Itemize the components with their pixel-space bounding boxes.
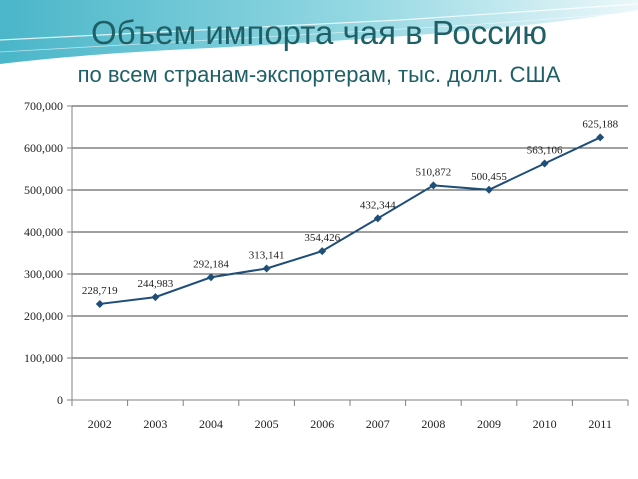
x-tick-label: 2002 (88, 417, 112, 431)
data-point (485, 185, 493, 194)
y-tick-label: 200,000 (24, 309, 63, 323)
x-tick-label: 2011 (588, 417, 612, 431)
data-point (318, 247, 327, 256)
series-import-value (95, 133, 605, 308)
data-point (540, 159, 549, 168)
y-tick-label: 100,000 (24, 351, 63, 365)
data-point (429, 181, 438, 190)
x-tick-label: 2008 (421, 417, 445, 431)
page-title: Объем импорта чая в Россию (91, 14, 547, 51)
y-tick-label: 0 (57, 393, 63, 407)
x-tick-label: 2007 (366, 417, 390, 431)
data-label: 313,141 (249, 249, 285, 261)
series-line (99, 136, 601, 305)
x-tick-label: 2010 (533, 417, 557, 431)
data-point (596, 133, 605, 142)
data-label: 625,188 (582, 118, 618, 130)
data-point (262, 264, 271, 273)
y-tick-label: 600,000 (24, 141, 63, 155)
x-tick-label: 2003 (143, 417, 167, 431)
y-tick-label: 300,000 (24, 267, 63, 281)
y-tick-label: 700,000 (24, 99, 63, 113)
data-label: 500,455 (471, 171, 507, 183)
x-tick-label: 2009 (477, 417, 501, 431)
data-label: 432,344 (360, 199, 396, 211)
data-label: 510,872 (416, 166, 452, 178)
page-subtitle: по всем странам-экспортерам, тыс. долл. … (77, 62, 561, 87)
y-tick-label: 500,000 (24, 183, 63, 197)
data-label: 228,719 (82, 285, 118, 297)
data-point (207, 273, 215, 282)
data-labels: 228,719 244,983 292,184 313,141 354,426 432,3… (82, 118, 619, 297)
data-point (373, 214, 382, 223)
data-label: 292,184 (193, 258, 229, 270)
data-point (95, 299, 104, 308)
x-tick-label: 2005 (255, 417, 279, 431)
data-label: 354,426 (304, 232, 340, 244)
y-tick-label: 400,000 (24, 225, 63, 239)
data-label: 563,106 (527, 144, 563, 156)
data-point (151, 293, 160, 302)
x-tick-label: 2004 (199, 417, 223, 431)
x-tick-label: 2006 (310, 417, 334, 431)
data-label: 244,983 (138, 278, 174, 290)
gridlines (72, 105, 628, 359)
axes: 0 100,000 200,000 300,000 400,000 500,000 600,… (24, 99, 629, 431)
